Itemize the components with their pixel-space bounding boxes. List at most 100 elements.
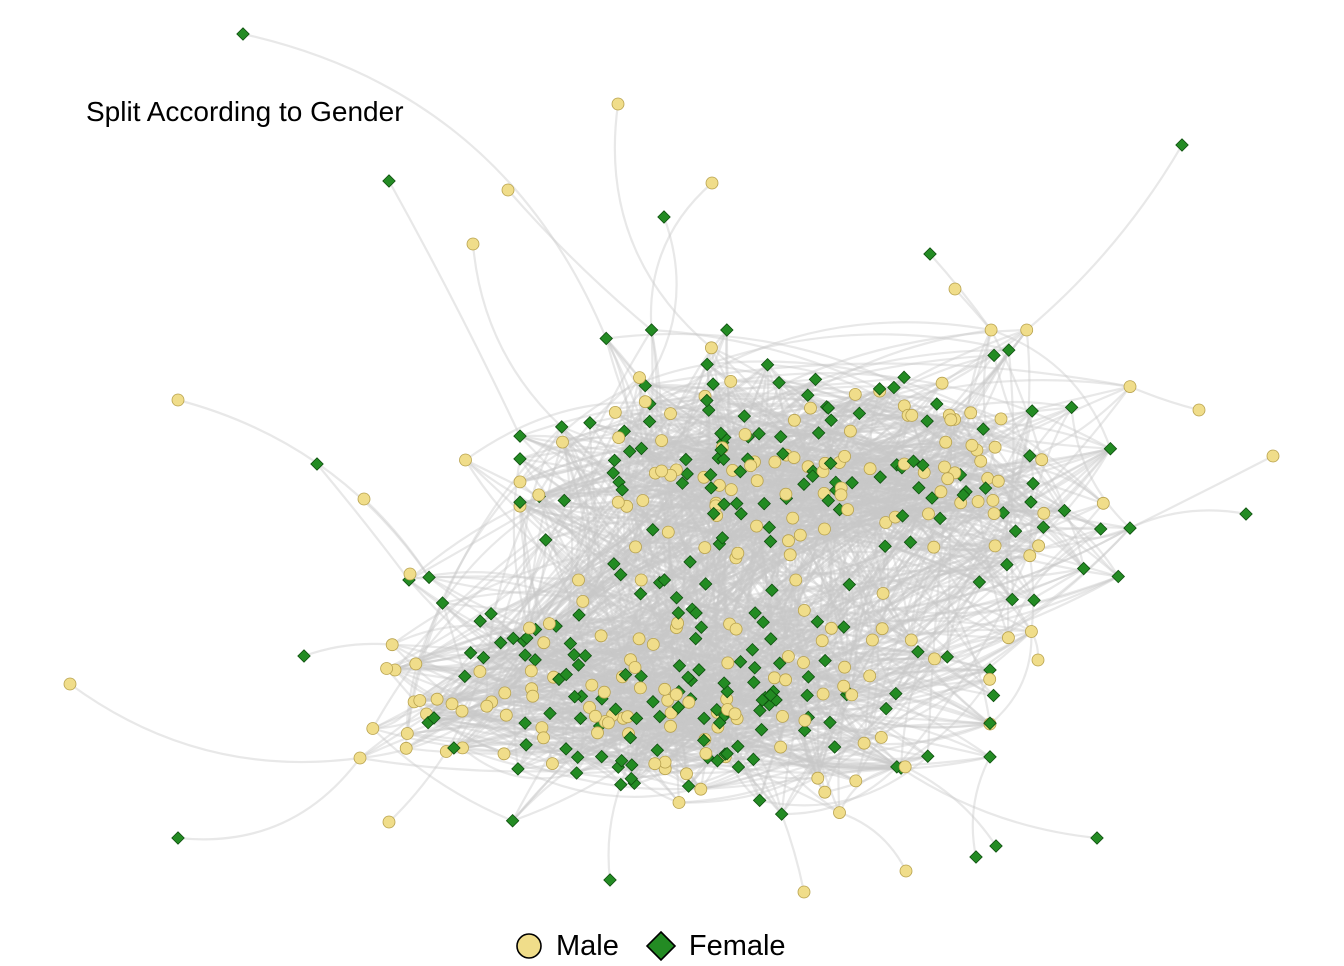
edge: [840, 767, 906, 813]
edge: [840, 813, 907, 871]
male-node: [533, 489, 545, 501]
male-node: [538, 637, 550, 649]
male-node: [659, 683, 671, 695]
male-node: [945, 414, 957, 426]
male-node: [401, 728, 413, 740]
male-node: [410, 658, 422, 670]
male-node: [612, 496, 624, 508]
male-node: [386, 639, 398, 651]
male-node: [732, 547, 744, 559]
male-node: [629, 662, 641, 674]
male-node: [683, 696, 695, 708]
male-node: [400, 742, 412, 754]
male-node: [812, 772, 824, 784]
edge: [645, 217, 676, 386]
edge: [178, 758, 360, 839]
male-node: [900, 865, 912, 877]
male-node: [768, 672, 780, 684]
male-node: [798, 886, 810, 898]
male-node: [672, 617, 684, 629]
male-circle-icon: [514, 931, 544, 961]
male-node: [635, 574, 647, 586]
male-node: [722, 657, 734, 669]
male-node: [858, 737, 870, 749]
male-node: [817, 688, 829, 700]
male-node: [514, 476, 526, 488]
male-node: [777, 710, 789, 722]
male-node: [681, 768, 693, 780]
male-node: [1025, 626, 1037, 638]
male-node: [787, 512, 799, 524]
male-node: [949, 283, 961, 295]
female-node: [970, 851, 982, 863]
male-node: [467, 238, 479, 250]
male-node: [965, 407, 977, 419]
male-node: [381, 663, 393, 675]
male-node: [586, 679, 598, 691]
male-node: [656, 435, 668, 447]
male-node: [1097, 497, 1109, 509]
male-node: [543, 618, 555, 630]
edge: [317, 464, 409, 580]
male-node: [456, 705, 468, 717]
male-node: [835, 489, 847, 501]
male-node: [864, 463, 876, 475]
male-node: [790, 574, 802, 586]
male-node: [639, 396, 651, 408]
male-node: [446, 698, 458, 710]
legend-label-male: Male: [556, 930, 619, 963]
male-node: [431, 693, 443, 705]
male-node: [1267, 450, 1279, 462]
male-node: [500, 709, 512, 721]
male-node: [844, 425, 856, 437]
male-node: [546, 758, 558, 770]
legend: Male Female: [514, 926, 786, 966]
male-node: [172, 394, 184, 406]
male-node: [1032, 654, 1044, 666]
male-node: [875, 731, 887, 743]
male-node: [695, 783, 707, 795]
edge: [782, 814, 804, 892]
male-node: [751, 475, 763, 487]
male-node: [637, 495, 649, 507]
male-node: [729, 708, 741, 720]
male-node: [706, 177, 718, 189]
male-node: [592, 727, 604, 739]
male-node: [1193, 404, 1205, 416]
edge: [1130, 456, 1273, 528]
male-node: [942, 473, 954, 485]
male-node: [630, 541, 642, 553]
edge: [389, 181, 520, 436]
male-node: [739, 429, 751, 441]
edge: [243, 34, 606, 339]
female-node: [1240, 508, 1252, 520]
male-node: [1021, 324, 1033, 336]
legend-item-female: Female: [645, 930, 786, 963]
male-node: [877, 587, 889, 599]
male-node: [725, 375, 737, 387]
male-node: [923, 508, 935, 520]
female-node: [604, 874, 616, 886]
male-node: [367, 723, 379, 735]
edge: [70, 684, 360, 762]
male-node: [474, 666, 486, 678]
male-node: [460, 454, 472, 466]
male-node: [788, 414, 800, 426]
male-node: [782, 651, 794, 663]
male-node: [633, 633, 645, 645]
female-diamond-icon: [645, 930, 677, 962]
male-node: [834, 807, 846, 819]
male-node: [481, 700, 493, 712]
male-node: [987, 494, 999, 506]
male-node: [634, 372, 646, 384]
male-node: [612, 98, 624, 110]
male-node: [984, 673, 996, 685]
male-node: [700, 748, 712, 760]
male-node: [982, 472, 994, 484]
male-node: [985, 324, 997, 336]
male-node: [634, 682, 646, 694]
male-node: [839, 661, 851, 673]
male-node: [819, 786, 831, 798]
edge: [1027, 145, 1182, 330]
male-node: [577, 595, 589, 607]
